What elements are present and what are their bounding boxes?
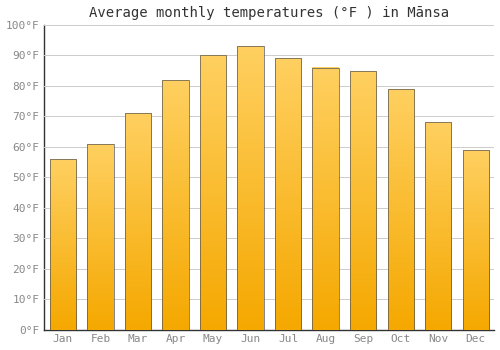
- Bar: [238, 46, 264, 330]
- Bar: [312, 68, 338, 330]
- Bar: [50, 159, 76, 330]
- Title: Average monthly temperatures (°F ) in Mānsa: Average monthly temperatures (°F ) in Mā…: [89, 6, 450, 20]
- Bar: [425, 122, 452, 330]
- Bar: [125, 113, 151, 330]
- Bar: [88, 144, 114, 330]
- Bar: [388, 89, 414, 330]
- Bar: [350, 71, 376, 330]
- Bar: [162, 80, 188, 330]
- Bar: [275, 58, 301, 330]
- Bar: [200, 55, 226, 330]
- Bar: [462, 150, 489, 330]
